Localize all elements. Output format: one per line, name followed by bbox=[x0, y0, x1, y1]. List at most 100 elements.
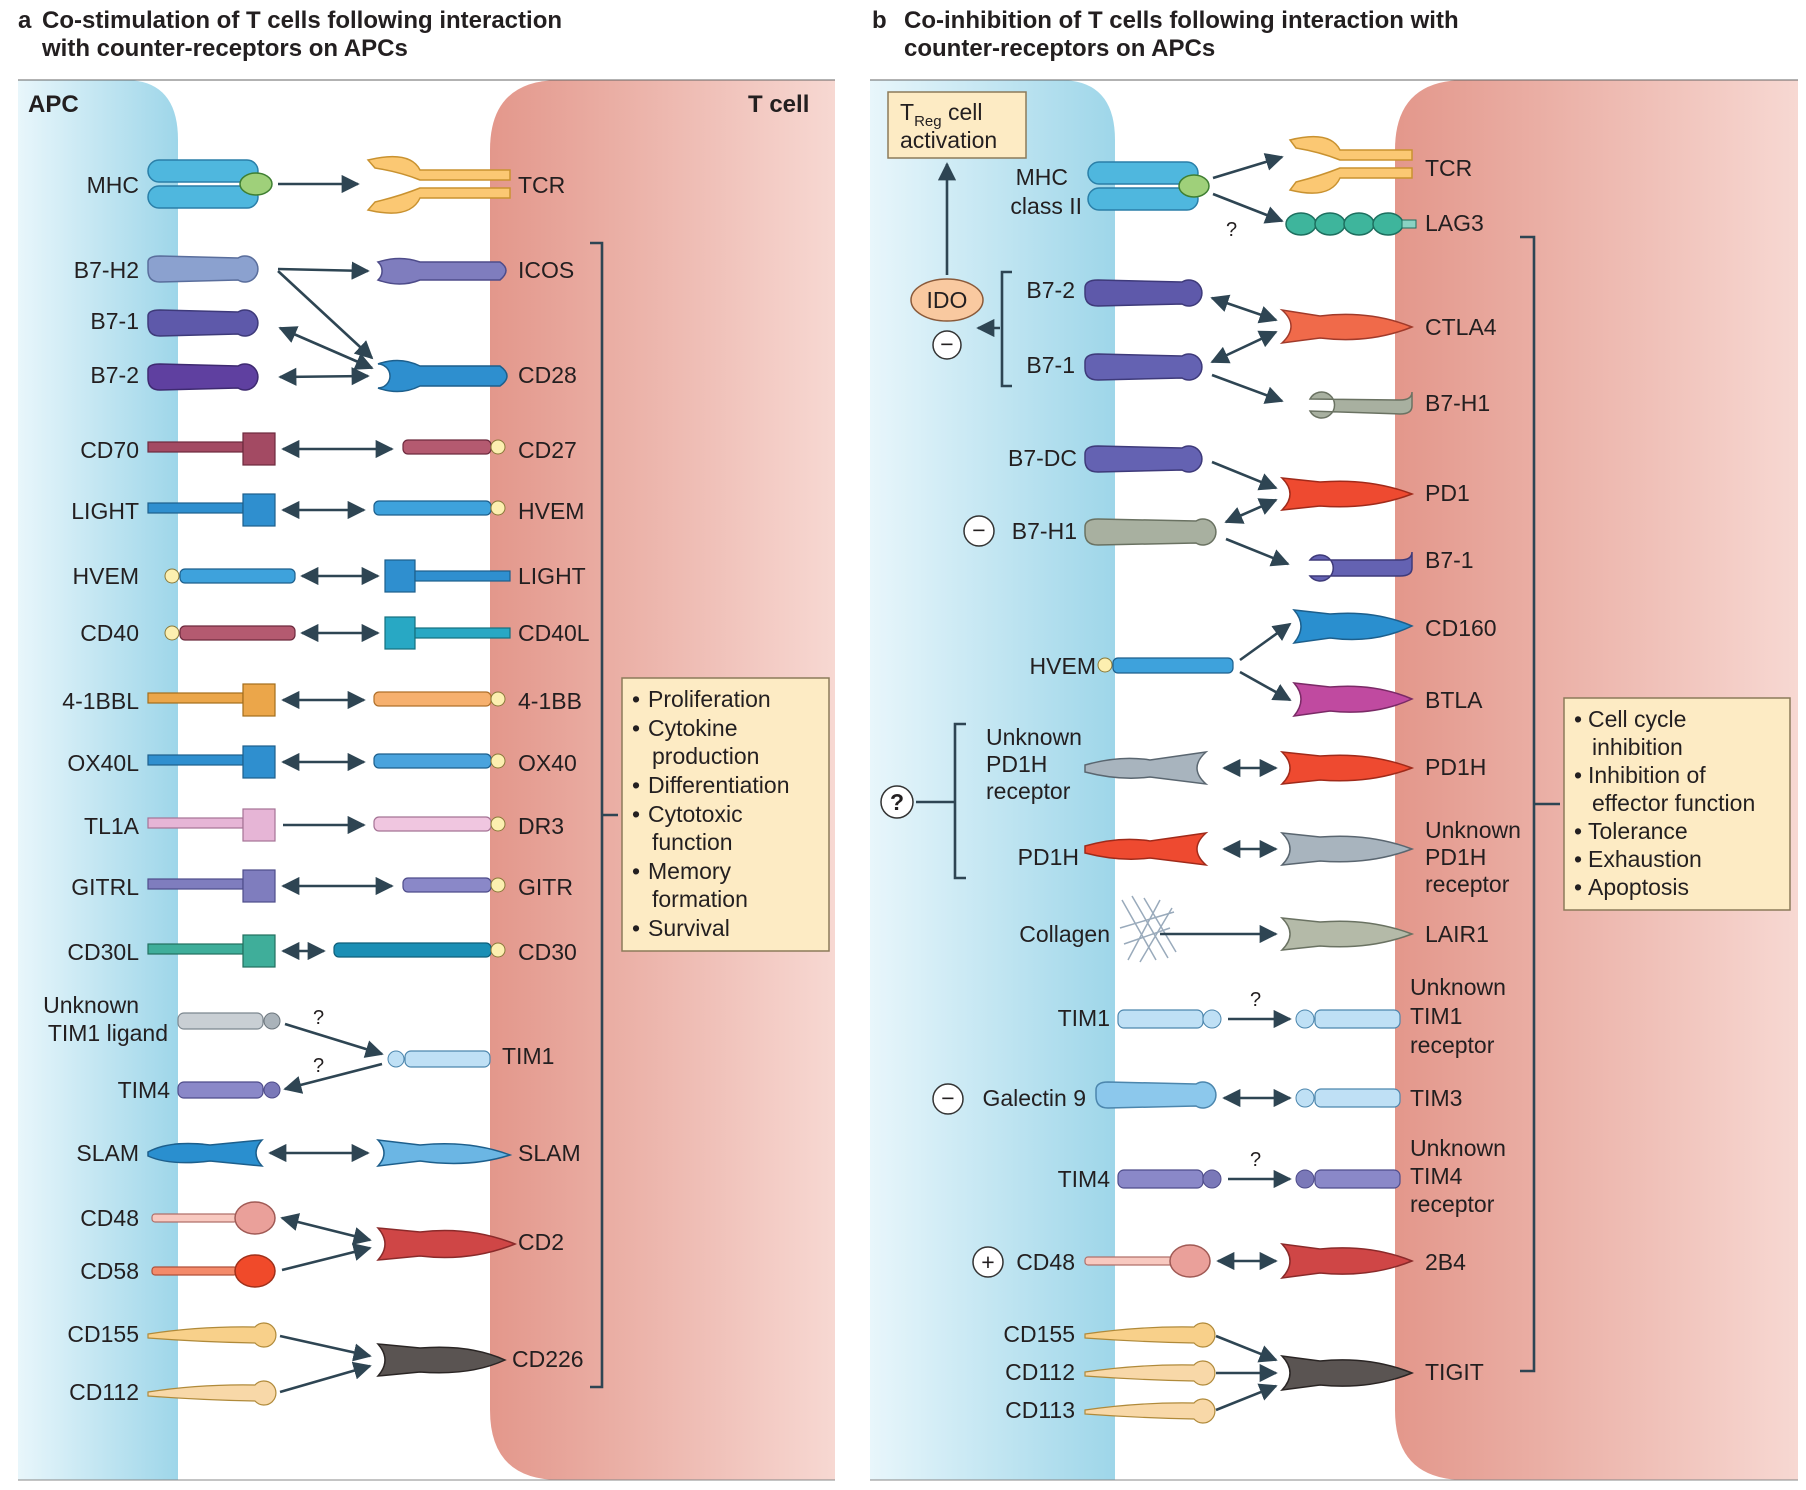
lag3-molecule bbox=[1285, 212, 1417, 236]
cd40l-molecule bbox=[384, 616, 511, 650]
tcell-label-a: T cell bbox=[748, 91, 809, 118]
tigit-molecule bbox=[1280, 1354, 1415, 1392]
ligand-b7-1-b: B7-1 bbox=[1026, 352, 1075, 378]
minus-b7h1: − bbox=[972, 517, 985, 543]
b7-1-molecule-a bbox=[147, 309, 259, 337]
apc-membrane-a bbox=[18, 80, 178, 1480]
ligand-cd48-b: CD48 bbox=[1016, 1249, 1075, 1275]
svg-text:•: • bbox=[632, 772, 640, 798]
receptor-cd160: CD160 bbox=[1425, 615, 1497, 641]
receptor-cd2: CD2 bbox=[518, 1229, 564, 1255]
receptor-slam-a: SLAM bbox=[518, 1140, 581, 1166]
dr3-molecule bbox=[373, 816, 506, 832]
outcome-b-6: Apoptosis bbox=[1588, 874, 1689, 900]
hvem-molecule-b bbox=[1097, 657, 1234, 674]
unknown-tim4-receptor-l2: TIM4 bbox=[1410, 1163, 1463, 1189]
panel-b-arrows bbox=[937, 153, 1292, 1412]
b7dc-molecule bbox=[1084, 445, 1203, 473]
ligand-b7-2-a: B7-2 bbox=[90, 362, 139, 388]
cd58-molecule bbox=[151, 1254, 276, 1288]
receptor-ox40: OX40 bbox=[518, 750, 577, 776]
receptor-ctla4: CTLA4 bbox=[1425, 314, 1497, 340]
b7h1-molecule-t bbox=[1308, 391, 1413, 419]
ligand-mhc-a: MHC bbox=[87, 172, 139, 198]
cd112-molecule-a bbox=[147, 1380, 277, 1406]
outcome-a-8: Survival bbox=[648, 915, 730, 941]
mhc-classii-molecule bbox=[1087, 161, 1210, 211]
ligand-b7-1-a: B7-1 bbox=[90, 308, 139, 334]
minus-icon-ido bbox=[932, 330, 962, 360]
outcome-box-b: • Cell cycle inhibition • Inhibition of … bbox=[1563, 697, 1791, 911]
receptor-gitr: GITR bbox=[518, 874, 573, 900]
b7h2-molecule bbox=[147, 255, 259, 283]
receptor-hvem-a: HVEM bbox=[518, 498, 584, 524]
ligand-cd155-b: CD155 bbox=[1003, 1321, 1075, 1347]
cd155-molecule-a bbox=[147, 1322, 277, 1348]
minus-icon-galectin9 bbox=[932, 1083, 964, 1115]
b7h1-molecule-b bbox=[1084, 518, 1217, 546]
receptor-lag3: LAG3 bbox=[1425, 210, 1484, 236]
receptor-dr3: DR3 bbox=[518, 813, 564, 839]
tim4-molecule-a bbox=[177, 1081, 281, 1099]
ligand-pd1h: PD1H bbox=[1018, 844, 1079, 870]
ligand-tim4-a: TIM4 bbox=[118, 1077, 171, 1103]
bracket-b7 bbox=[1000, 270, 1012, 388]
receptor-lair1: LAIR1 bbox=[1425, 921, 1489, 947]
ligand-tl1a: TL1A bbox=[84, 813, 140, 839]
lair1-molecule bbox=[1279, 917, 1415, 951]
bracket-b bbox=[1520, 235, 1560, 1373]
outcome-a-5: function bbox=[652, 829, 733, 855]
apc-membrane-b bbox=[870, 80, 1115, 1480]
receptor-cd27: CD27 bbox=[518, 437, 577, 463]
tim1-molecule-a bbox=[387, 1050, 491, 1068]
ligand-cd112-a: CD112 bbox=[69, 1379, 139, 1405]
unknown-pd1h-receptor-l2: PD1H bbox=[986, 751, 1047, 777]
cd40-molecule bbox=[164, 625, 296, 641]
ox40l-molecule bbox=[147, 745, 276, 779]
svg-text:•: • bbox=[632, 858, 640, 884]
question-tim4-b: ? bbox=[1250, 1149, 1261, 1171]
ctla4-molecule bbox=[1279, 308, 1415, 345]
panel-b: b Co-inhibition of T cells following int… bbox=[870, 7, 1798, 1481]
treg-t: T bbox=[900, 99, 914, 125]
cd155-molecule-b bbox=[1084, 1322, 1216, 1348]
svg-text:•: • bbox=[1574, 818, 1582, 844]
cd30l-molecule bbox=[147, 934, 276, 968]
question-tim1-b: ? bbox=[1250, 989, 1261, 1011]
light-molecule-t-a bbox=[384, 559, 511, 593]
question-pd1h: ? bbox=[890, 789, 904, 815]
question-tim1-ligand: ? bbox=[313, 1007, 324, 1029]
receptor-2b4: 2B4 bbox=[1425, 1249, 1466, 1275]
svg-text:•: • bbox=[632, 801, 640, 827]
ligand-b7dc: B7-DC bbox=[1008, 445, 1077, 471]
cd2-molecule bbox=[376, 1227, 518, 1261]
outcome-a-3: Differentiation bbox=[648, 772, 790, 798]
receptor-tim3: TIM3 bbox=[1410, 1085, 1462, 1111]
unknown-pd1h-t-l3: receptor bbox=[1425, 871, 1510, 897]
outcome-a-1: Cytokine bbox=[648, 715, 737, 741]
unknown-tim1-receptor-l1: Unknown bbox=[1410, 974, 1506, 1000]
svg-text:•: • bbox=[1574, 874, 1582, 900]
receptor-pd1h: PD1H bbox=[1425, 754, 1486, 780]
unknown-pd1h-t-l2: PD1H bbox=[1425, 844, 1486, 870]
ligand-b7h2: B7-H2 bbox=[74, 257, 139, 283]
minus-galectin9: − bbox=[941, 1085, 954, 1111]
tl1a-molecule bbox=[147, 808, 276, 842]
slam-molecule-apc-a bbox=[147, 1139, 264, 1167]
ligand-mhc-classii: class II bbox=[1010, 193, 1082, 219]
tim3-molecule bbox=[1295, 1088, 1401, 1108]
outcome-a-0: Proliferation bbox=[648, 686, 771, 712]
ligand-mhc-b: MHC bbox=[1016, 164, 1068, 190]
slam-molecule-t-a bbox=[376, 1139, 513, 1167]
b7-2-molecule-a bbox=[147, 363, 259, 391]
light-molecule-a bbox=[147, 493, 276, 527]
receptor-pd1: PD1 bbox=[1425, 480, 1470, 506]
ido-label: IDO bbox=[927, 287, 968, 313]
outcome-a-7: formation bbox=[652, 886, 748, 912]
cd27-molecule bbox=[402, 439, 506, 455]
outcome-a-4: Cytotoxic bbox=[648, 801, 743, 827]
2b4-molecule bbox=[1280, 1242, 1415, 1280]
ligand-cd48-a: CD48 bbox=[80, 1205, 139, 1231]
plus-cd48: + bbox=[981, 1249, 994, 1275]
